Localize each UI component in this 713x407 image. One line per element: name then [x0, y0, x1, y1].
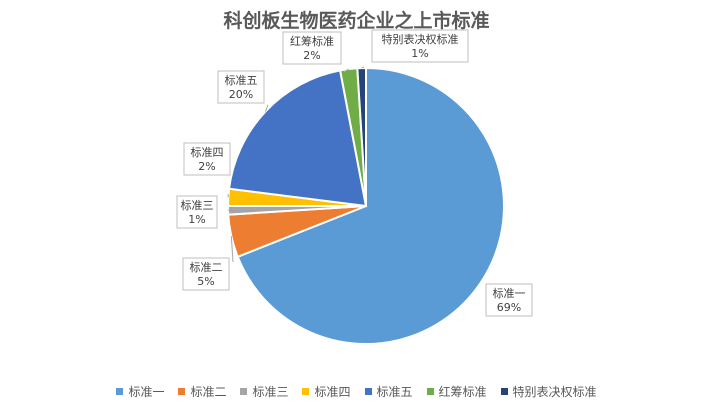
legend-swatch	[426, 387, 434, 395]
legend-item-3: 标准三	[240, 383, 288, 400]
data-label-value-1: 69%	[497, 301, 521, 314]
legend-label: 标准二	[190, 384, 227, 399]
data-label-value-4: 2%	[198, 160, 215, 173]
data-label-name-7: 特别表决权标准	[382, 32, 459, 46]
legend-swatch	[302, 387, 310, 395]
data-label-box-4	[183, 142, 231, 176]
legend-label: 特别表决权标准	[512, 384, 597, 399]
legend-item-4: 标准四	[302, 383, 351, 400]
legend-label: 标准四	[314, 384, 351, 399]
legend-item-1: 标准一	[116, 383, 164, 400]
data-label-name-6: 红筹标准	[290, 34, 334, 48]
data-label-name-2: 标准二	[190, 260, 223, 274]
leader-line-5	[264, 104, 269, 112]
leader-line-6	[343, 68, 349, 73]
leader-line-2	[230, 236, 234, 263]
legend-item-2: 标准二	[178, 383, 226, 400]
data-label-name-4: 标准四	[191, 145, 224, 159]
legend-swatch	[240, 387, 248, 395]
data-label-box-2	[182, 257, 230, 291]
data-label-value-3: 1%	[188, 213, 205, 226]
legend-swatch	[364, 387, 372, 395]
data-label-name-5: 标准五	[225, 73, 258, 87]
legend-label: 标准一	[128, 384, 165, 399]
legend-item-5: 标准五	[364, 383, 413, 400]
leader-line-7	[361, 66, 365, 69]
legend-label: 标准五	[376, 384, 413, 399]
legend-swatch	[116, 387, 124, 395]
data-label-value-2: 5%	[197, 275, 214, 288]
pie-slice-1	[236, 66, 505, 345]
chart-legend: 标准一 标准二 标准三 标准四 标准五 红筹标准 特别表决权标准	[0, 381, 713, 401]
data-label-name-3: 标准三	[181, 198, 214, 212]
data-label-value-5: 20%	[229, 88, 253, 101]
data-label-box-3	[176, 195, 218, 229]
chart-title: 科创板生物医药企业之上市标准	[223, 10, 490, 32]
legend-label: 标准三	[252, 384, 289, 399]
legend-swatch	[500, 387, 508, 395]
data-label-name-1: 标准一	[493, 286, 526, 300]
data-label-box-7	[371, 29, 469, 63]
data-label-value-6: 2%	[303, 49, 320, 62]
data-label-value-7: 1%	[411, 47, 428, 60]
data-label-box-5	[217, 70, 265, 104]
legend-label: 红筹标准	[438, 384, 487, 399]
legend-swatch	[178, 387, 186, 395]
legend-item-6: 红筹标准	[426, 383, 487, 400]
legend-item-7: 特别表决权标准	[500, 383, 597, 400]
pie-slice-5	[227, 69, 368, 208]
data-label-box-6	[282, 31, 342, 65]
data-label-box-1	[485, 283, 533, 317]
